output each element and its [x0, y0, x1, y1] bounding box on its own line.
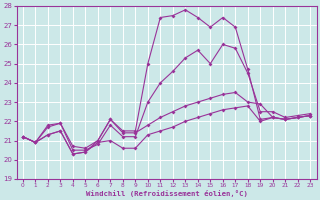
X-axis label: Windchill (Refroidissement éolien,°C): Windchill (Refroidissement éolien,°C) [86, 190, 248, 197]
